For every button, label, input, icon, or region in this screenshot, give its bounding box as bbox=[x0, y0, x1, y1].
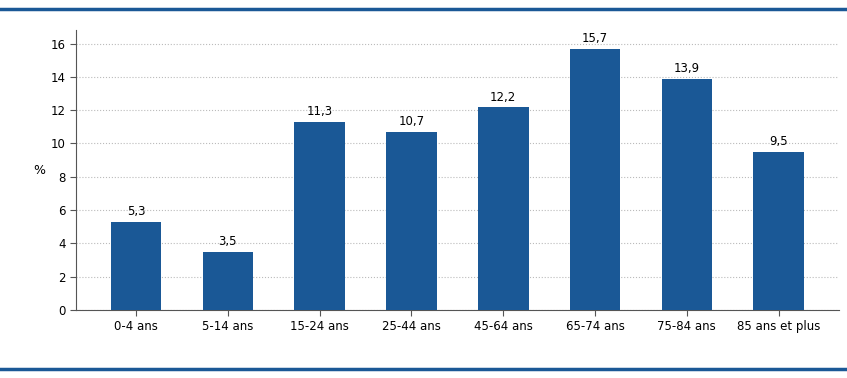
Text: 15,7: 15,7 bbox=[582, 32, 608, 45]
Text: 10,7: 10,7 bbox=[398, 115, 424, 129]
Bar bbox=[478, 107, 529, 310]
Text: 12,2: 12,2 bbox=[490, 90, 517, 104]
Text: 13,9: 13,9 bbox=[673, 62, 700, 75]
Bar bbox=[295, 122, 345, 310]
Bar bbox=[570, 48, 620, 310]
Text: 11,3: 11,3 bbox=[307, 105, 333, 118]
Bar bbox=[753, 152, 804, 310]
Text: 5,3: 5,3 bbox=[127, 205, 146, 218]
Bar bbox=[202, 252, 253, 310]
Bar bbox=[111, 222, 162, 310]
Text: 9,5: 9,5 bbox=[769, 135, 788, 149]
Bar bbox=[662, 79, 712, 310]
Y-axis label: %: % bbox=[34, 164, 46, 177]
Bar bbox=[386, 132, 437, 310]
Text: 3,5: 3,5 bbox=[219, 235, 237, 248]
